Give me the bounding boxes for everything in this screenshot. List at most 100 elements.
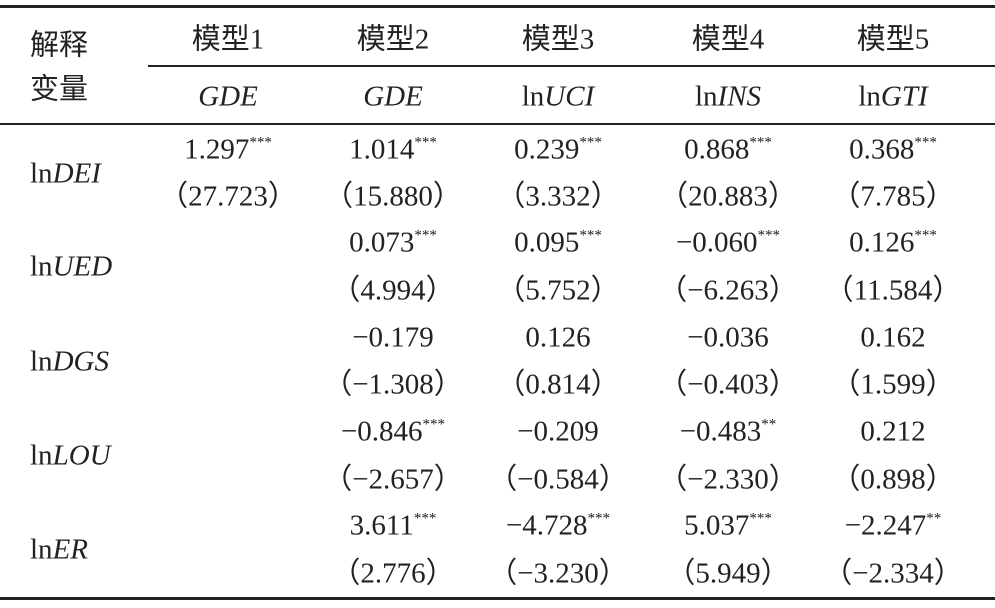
top-rule <box>0 5 995 8</box>
coef: 0.095 <box>514 226 580 259</box>
dependent-variable: GDE <box>198 80 258 113</box>
dependent-variable: GDE <box>363 80 423 113</box>
row-header: 解释 <box>30 29 89 62</box>
coef: 0.239 <box>514 133 580 166</box>
coef: −0.060 <box>675 226 758 259</box>
coef: 0.368 <box>849 133 915 166</box>
coef: −0.179 <box>352 321 434 354</box>
t-statistic: （−2.330） <box>658 463 798 496</box>
coefficient: 3.611*** <box>349 509 437 542</box>
coef: 1.014 <box>349 133 415 166</box>
t-statistic: （−6.263） <box>658 274 798 307</box>
significance: *** <box>914 134 937 151</box>
coef: −0.483 <box>679 415 762 448</box>
row-header: 变量 <box>30 73 89 106</box>
significance: *** <box>587 510 611 527</box>
variable-label: lnER <box>30 533 88 566</box>
significance: *** <box>757 227 781 244</box>
significance: *** <box>749 134 772 151</box>
model-header: 模型3 <box>521 23 595 56</box>
coefficient: 0.368*** <box>849 133 937 166</box>
coef: −0.036 <box>687 321 769 354</box>
prefix: ln <box>30 345 53 377</box>
coef: −2.247 <box>844 509 927 542</box>
coefficient: −0.179 <box>352 321 434 354</box>
prefix: ln <box>30 157 53 189</box>
significance: *** <box>914 227 937 244</box>
t-statistic: （0.814） <box>496 368 620 401</box>
prefix: ln <box>694 80 718 113</box>
coefficient: 0.073*** <box>349 226 437 259</box>
coefficient: 5.037*** <box>684 509 772 542</box>
prefix: ln <box>521 80 545 113</box>
coef: 5.037 <box>684 509 750 542</box>
dependent-variable: lnGTI <box>858 80 928 113</box>
coef: −4.728 <box>505 509 588 542</box>
coefficient: −0.846*** <box>340 415 445 448</box>
variable: GDE <box>363 80 423 113</box>
prefix: ln <box>858 80 881 113</box>
t-statistic: （5.752） <box>496 274 620 307</box>
coef: 0.212 <box>860 415 926 448</box>
model-header: 模型4 <box>691 23 765 56</box>
coef: −0.209 <box>517 415 599 448</box>
coef: −0.846 <box>340 415 423 448</box>
t-statistic: （5.949） <box>666 557 790 590</box>
coefficient: 1.014*** <box>349 133 437 166</box>
coefficient: −0.036 <box>687 321 769 354</box>
significance: *** <box>414 134 437 151</box>
dependent-variable: lnUCI <box>521 80 595 113</box>
significance: *** <box>414 227 437 244</box>
coefficient: 1.297*** <box>184 133 272 166</box>
t-statistic: （11.584） <box>824 274 962 307</box>
variable: UED <box>52 250 113 283</box>
coefficient: −0.060*** <box>675 226 781 259</box>
model-header: 模型1 <box>191 23 265 56</box>
coef: 0.073 <box>349 226 415 259</box>
significance: *** <box>749 510 772 527</box>
significance: *** <box>579 134 602 151</box>
coefficient: −0.483** <box>679 415 777 448</box>
prefix: ln <box>30 439 53 472</box>
significance: *** <box>249 134 272 151</box>
coef: 0.126 <box>849 226 915 259</box>
variable: GDE <box>198 80 258 113</box>
variable: LOU <box>52 439 111 472</box>
coefficient: 0.239*** <box>514 133 602 166</box>
coef: 0.126 <box>525 321 591 354</box>
coef: 3.611 <box>349 509 414 542</box>
variable-label: lnUED <box>30 250 113 283</box>
prefix: ln <box>30 533 53 566</box>
bottom-rule <box>0 597 995 600</box>
t-statistic: （0.898） <box>831 463 955 496</box>
variable-label: lnDGS <box>30 347 109 376</box>
t-statistic: （20.883） <box>659 180 797 213</box>
t-statistic: （2.776） <box>331 557 455 590</box>
dependent-variable: lnINS <box>694 80 761 113</box>
t-statistic: （15.880） <box>324 180 462 213</box>
significance: *** <box>579 227 602 244</box>
model-header: 模型5 <box>856 23 930 56</box>
coef: 1.297 <box>184 133 250 166</box>
coefficient: −2.247** <box>844 509 942 542</box>
mid-rule <box>148 65 995 67</box>
t-statistic: （−0.584） <box>488 463 628 496</box>
model-header: 模型2 <box>356 23 430 56</box>
variable: DGS <box>52 345 109 377</box>
coef: 0.868 <box>684 133 750 166</box>
t-statistic: （−2.334） <box>823 557 963 590</box>
coefficient: 0.212 <box>860 415 926 448</box>
coefficient: 0.162 <box>860 321 926 354</box>
coefficient: 0.868*** <box>684 133 772 166</box>
significance: ** <box>761 416 777 433</box>
coefficient: −0.209 <box>517 415 599 448</box>
variable-label: lnDEI <box>30 159 101 188</box>
significance: ** <box>926 510 942 527</box>
coefficient: 0.126*** <box>849 226 937 259</box>
t-statistic: （1.599） <box>831 368 955 401</box>
coef: 0.162 <box>860 321 926 354</box>
coefficient: −4.728*** <box>505 509 611 542</box>
variable: GTI <box>880 80 928 113</box>
t-statistic: （−1.308） <box>323 368 463 401</box>
prefix: ln <box>30 250 53 283</box>
